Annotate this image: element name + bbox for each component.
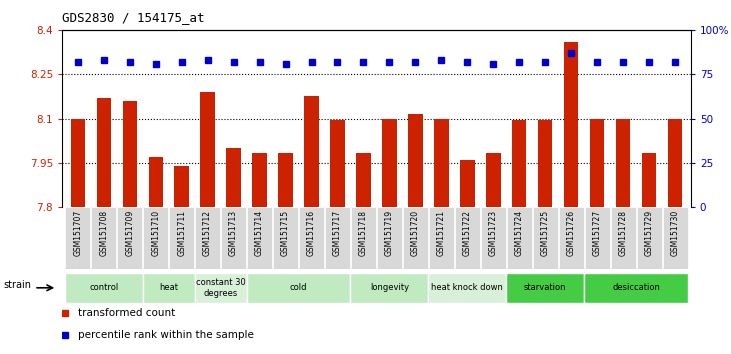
Bar (538, 120, 553, 207)
Text: GSM151727: GSM151727 (593, 210, 602, 256)
FancyBboxPatch shape (273, 207, 298, 269)
Bar (564, 42, 578, 207)
Text: GSM151719: GSM151719 (385, 210, 394, 256)
Text: GSM151715: GSM151715 (281, 210, 290, 256)
Text: cold: cold (289, 283, 307, 292)
FancyBboxPatch shape (584, 273, 688, 303)
Bar (668, 119, 682, 207)
Text: GSM151722: GSM151722 (463, 210, 472, 256)
Bar (123, 101, 137, 207)
Text: GSM151724: GSM151724 (515, 210, 524, 256)
Bar (200, 92, 215, 207)
Text: GSM151713: GSM151713 (229, 210, 238, 256)
Bar (616, 119, 630, 207)
FancyBboxPatch shape (325, 207, 350, 269)
Bar (148, 157, 163, 207)
Bar (175, 166, 189, 207)
Text: GSM151730: GSM151730 (671, 210, 680, 256)
Bar (304, 96, 319, 207)
Text: percentile rank within the sample: percentile rank within the sample (77, 330, 254, 340)
Text: GSM151710: GSM151710 (151, 210, 160, 256)
Text: GSM151721: GSM151721 (437, 210, 446, 256)
Bar (330, 120, 344, 207)
Text: GSM151708: GSM151708 (99, 210, 108, 256)
Text: GSM151729: GSM151729 (645, 210, 654, 256)
FancyBboxPatch shape (143, 273, 194, 303)
FancyBboxPatch shape (91, 207, 116, 269)
Text: strain: strain (3, 280, 31, 290)
Bar (409, 114, 423, 207)
Bar (71, 119, 85, 207)
FancyBboxPatch shape (65, 207, 90, 269)
FancyBboxPatch shape (221, 207, 246, 269)
Bar (96, 98, 111, 207)
Text: GSM151709: GSM151709 (125, 210, 135, 256)
FancyBboxPatch shape (533, 207, 558, 269)
Text: GSM151720: GSM151720 (411, 210, 420, 256)
Text: GSM151714: GSM151714 (255, 210, 264, 256)
Text: heat: heat (159, 283, 178, 292)
FancyBboxPatch shape (455, 207, 480, 269)
FancyBboxPatch shape (350, 273, 428, 303)
Bar (590, 119, 605, 207)
Bar (356, 153, 371, 207)
Text: GSM151717: GSM151717 (333, 210, 342, 256)
Text: GSM151728: GSM151728 (618, 210, 628, 256)
FancyBboxPatch shape (428, 273, 507, 303)
Text: GDS2830 / 154175_at: GDS2830 / 154175_at (62, 11, 205, 24)
FancyBboxPatch shape (507, 207, 532, 269)
Text: GSM151725: GSM151725 (541, 210, 550, 256)
Text: heat knock down: heat knock down (431, 283, 504, 292)
FancyBboxPatch shape (429, 207, 454, 269)
FancyBboxPatch shape (403, 207, 428, 269)
Bar (461, 160, 474, 207)
FancyBboxPatch shape (169, 207, 194, 269)
Bar (434, 119, 449, 207)
Text: transformed count: transformed count (77, 308, 175, 318)
FancyBboxPatch shape (663, 207, 688, 269)
Text: control: control (89, 283, 118, 292)
FancyBboxPatch shape (117, 207, 142, 269)
Text: starvation: starvation (524, 283, 567, 292)
FancyBboxPatch shape (637, 207, 662, 269)
FancyBboxPatch shape (351, 207, 376, 269)
Text: GSM151711: GSM151711 (177, 210, 186, 256)
Text: GSM151712: GSM151712 (203, 210, 212, 256)
Text: constant 30
degrees: constant 30 degrees (196, 278, 246, 297)
Bar (486, 153, 501, 207)
Text: GSM151723: GSM151723 (489, 210, 498, 256)
FancyBboxPatch shape (65, 273, 143, 303)
Text: longevity: longevity (370, 283, 409, 292)
FancyBboxPatch shape (558, 207, 584, 269)
FancyBboxPatch shape (246, 273, 350, 303)
FancyBboxPatch shape (481, 207, 506, 269)
FancyBboxPatch shape (611, 207, 636, 269)
FancyBboxPatch shape (247, 207, 272, 269)
FancyBboxPatch shape (194, 273, 246, 303)
FancyBboxPatch shape (195, 207, 220, 269)
Text: GSM151718: GSM151718 (359, 210, 368, 256)
Bar (252, 153, 267, 207)
Bar (512, 120, 526, 207)
Bar (279, 153, 292, 207)
Text: GSM151716: GSM151716 (307, 210, 316, 256)
Bar (382, 119, 397, 207)
FancyBboxPatch shape (143, 207, 168, 269)
FancyBboxPatch shape (585, 207, 610, 269)
Text: GSM151707: GSM151707 (73, 210, 82, 256)
FancyBboxPatch shape (507, 273, 584, 303)
FancyBboxPatch shape (377, 207, 402, 269)
FancyBboxPatch shape (299, 207, 324, 269)
Text: GSM151726: GSM151726 (567, 210, 576, 256)
Text: desiccation: desiccation (613, 283, 660, 292)
Bar (227, 148, 240, 207)
Bar (642, 153, 656, 207)
